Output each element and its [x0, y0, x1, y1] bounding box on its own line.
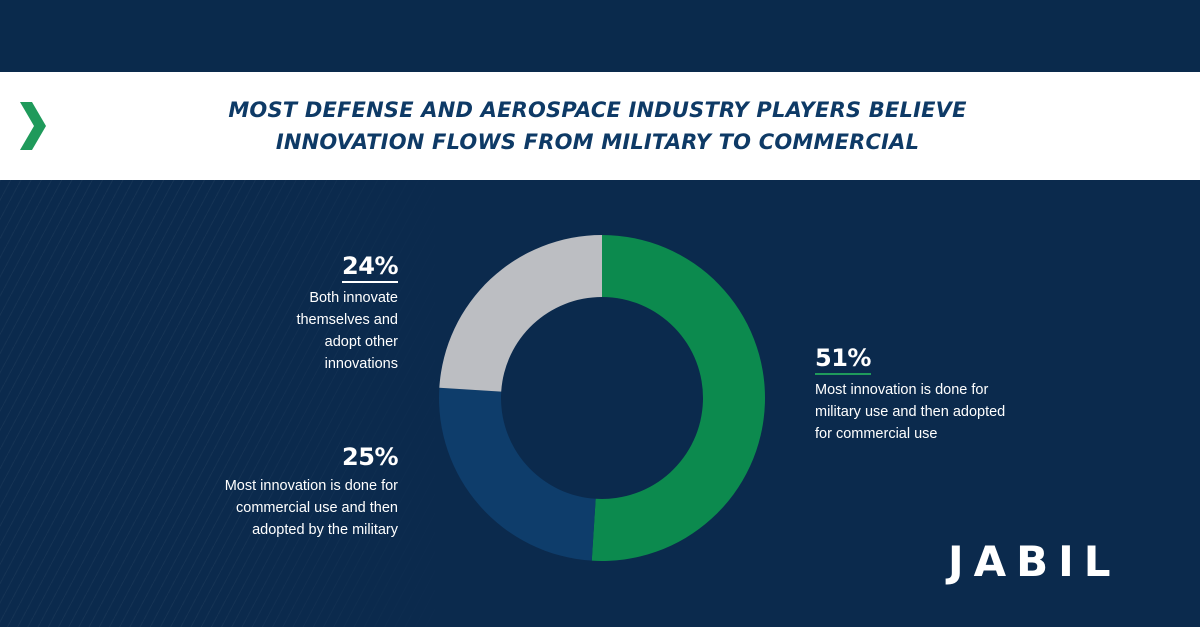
top-band — [0, 0, 1200, 72]
title-banner: MOST DEFENSE AND AEROSPACE INDUSTRY PLAY… — [0, 72, 1200, 180]
pct-commercial-first: 25% — [342, 443, 398, 471]
desc-both: Both innovate themselves and adopt other… — [250, 287, 398, 375]
title-line-2: INNOVATION FLOWS FROM MILITARY TO COMMER… — [275, 130, 920, 154]
desc-commercial-first: Most innovation is done for commercial u… — [180, 475, 398, 541]
desc-both-line: innovations — [324, 356, 398, 372]
desc-military-line: for commercial use — [815, 426, 938, 442]
donut-slice-51pct — [591, 235, 766, 561]
label-commercial-first: 25% Most innovation is done for commerci… — [180, 443, 399, 541]
donut-slice-25pct — [439, 387, 596, 561]
label-both: 24% Both innovate themselves and adopt o… — [250, 252, 398, 375]
desc-commercial-line: adopted by the military — [252, 522, 398, 538]
logo-text: JABIL — [948, 537, 1121, 586]
desc-both-line: Both innovate — [309, 290, 398, 306]
donut-slice-24pct — [439, 235, 602, 392]
pct-both: 24% — [342, 252, 398, 283]
desc-commercial-line: Most innovation is done for — [224, 478, 398, 494]
desc-military-line: military use and then adopted — [815, 404, 1006, 420]
title-line-1: MOST DEFENSE AND AEROSPACE INDUSTRY PLAY… — [228, 98, 967, 122]
page-title: MOST DEFENSE AND AEROSPACE INDUSTRY PLAY… — [0, 94, 1195, 158]
desc-commercial-line: commercial use and then — [236, 500, 398, 516]
chevron-right-icon — [20, 102, 46, 150]
desc-both-line: adopt other — [324, 334, 398, 350]
diagonal-stripe-pattern — [0, 180, 470, 627]
desc-military-first: Most innovation is done for military use… — [815, 379, 1035, 445]
desc-military-line: Most innovation is done for — [815, 382, 989, 398]
pct-military-first: 51% — [815, 344, 871, 375]
label-military-first: 51% Most innovation is done for military… — [815, 344, 1035, 445]
desc-both-line: themselves and — [296, 312, 398, 328]
jabil-logo: JABIL — [948, 540, 1158, 584]
